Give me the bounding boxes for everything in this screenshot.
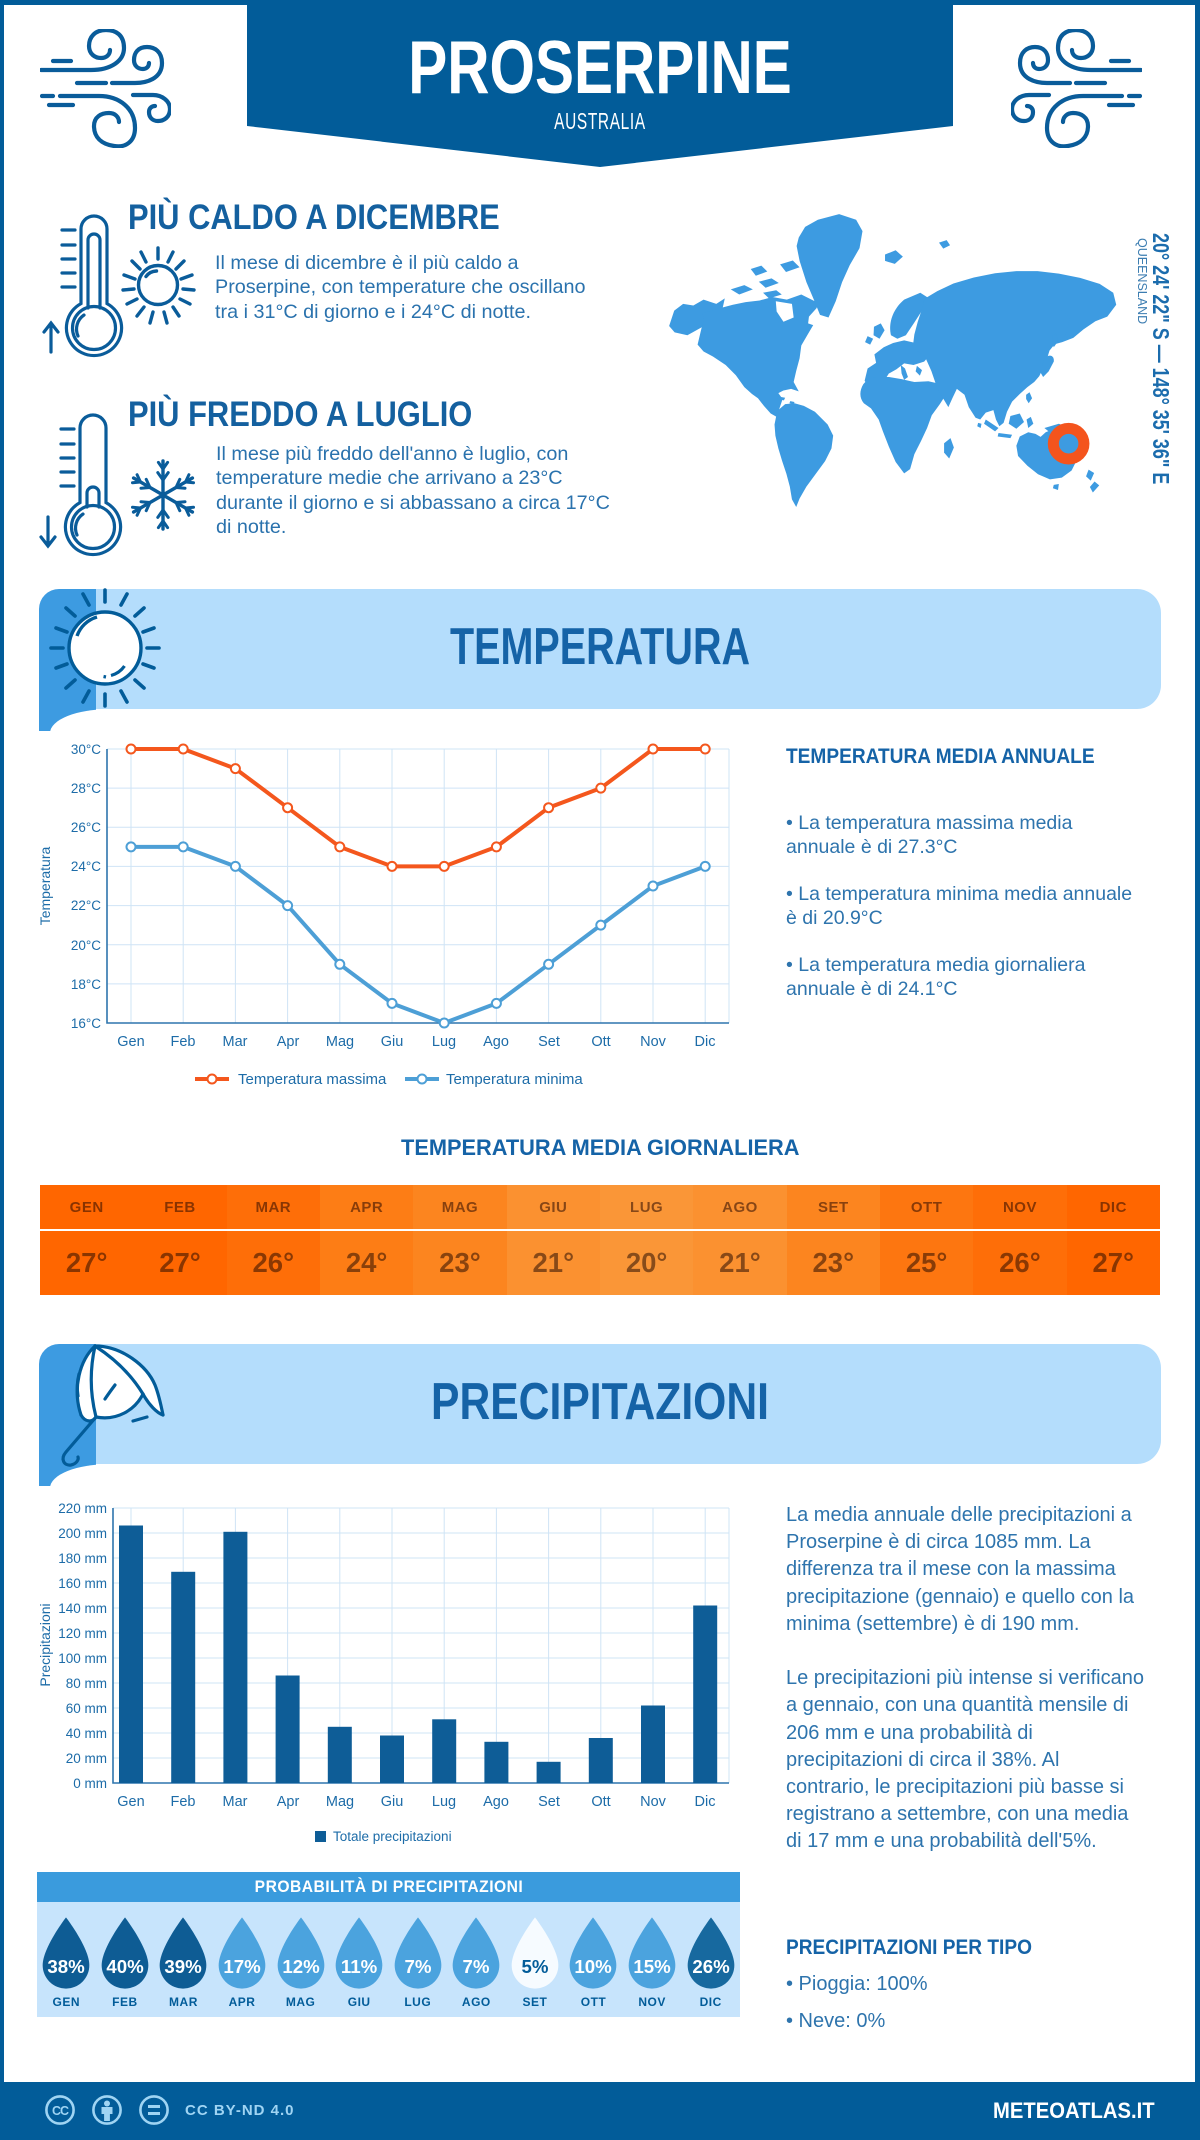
svg-text:0 mm: 0 mm xyxy=(73,1776,107,1791)
svg-text:30°C: 30°C xyxy=(71,742,101,757)
svg-text:26%: 26% xyxy=(692,1956,730,1977)
svg-text:Giu: Giu xyxy=(381,1794,404,1810)
svg-text:22°C: 22°C xyxy=(71,898,101,913)
svg-text:Ott: Ott xyxy=(591,1034,610,1050)
svg-text:40 mm: 40 mm xyxy=(66,1726,107,1741)
svg-text:11%: 11% xyxy=(341,1956,378,1977)
svg-text:Mag: Mag xyxy=(326,1794,354,1810)
svg-text:24°C: 24°C xyxy=(71,859,101,874)
svg-text:39%: 39% xyxy=(165,1956,203,1977)
svg-text:20 mm: 20 mm xyxy=(66,1751,107,1766)
svg-text:80 mm: 80 mm xyxy=(66,1676,107,1691)
svg-text:Apr: Apr xyxy=(277,1034,300,1050)
svg-text:160 mm: 160 mm xyxy=(58,1576,107,1591)
svg-text:Apr: Apr xyxy=(277,1794,300,1810)
svg-text:Ago: Ago xyxy=(483,1034,509,1050)
svg-text:Dic: Dic xyxy=(695,1034,716,1050)
svg-text:Set: Set xyxy=(538,1794,560,1810)
svg-text:Temperatura: Temperatura xyxy=(37,846,53,925)
svg-text:200 mm: 200 mm xyxy=(58,1526,107,1541)
svg-text:Feb: Feb xyxy=(171,1794,196,1810)
svg-text:Gen: Gen xyxy=(117,1034,144,1050)
svg-text:Mar: Mar xyxy=(223,1034,248,1050)
svg-text:Precipitazioni: Precipitazioni xyxy=(37,1603,53,1686)
svg-text:Giu: Giu xyxy=(381,1034,404,1050)
svg-text:12%: 12% xyxy=(282,1956,320,1977)
svg-text:15%: 15% xyxy=(633,1956,671,1977)
svg-text:17%: 17% xyxy=(223,1956,261,1977)
svg-text:Totale precipitazioni: Totale precipitazioni xyxy=(333,1829,452,1844)
svg-text:7%: 7% xyxy=(404,1956,431,1977)
svg-text:26°C: 26°C xyxy=(71,820,101,835)
svg-text:60 mm: 60 mm xyxy=(66,1701,107,1716)
svg-text:28°C: 28°C xyxy=(71,781,101,796)
svg-text:Feb: Feb xyxy=(171,1034,196,1050)
svg-text:140 mm: 140 mm xyxy=(58,1601,107,1616)
svg-text:Mag: Mag xyxy=(326,1034,354,1050)
svg-text:38%: 38% xyxy=(48,1956,86,1977)
svg-text:40%: 40% xyxy=(106,1956,144,1977)
svg-text:100 mm: 100 mm xyxy=(58,1651,107,1666)
svg-text:10%: 10% xyxy=(575,1956,613,1977)
svg-text:120 mm: 120 mm xyxy=(58,1626,107,1641)
svg-text:Set: Set xyxy=(538,1034,560,1050)
svg-text:Nov: Nov xyxy=(640,1794,667,1810)
svg-text:Ago: Ago xyxy=(483,1794,509,1810)
svg-text:Lug: Lug xyxy=(432,1034,456,1050)
svg-text:16°C: 16°C xyxy=(71,1016,101,1031)
svg-text:Nov: Nov xyxy=(640,1034,667,1050)
svg-text:5%: 5% xyxy=(521,1956,548,1977)
svg-text:Gen: Gen xyxy=(117,1794,144,1810)
svg-text:Ott: Ott xyxy=(591,1794,610,1810)
svg-text:Mar: Mar xyxy=(223,1794,248,1810)
svg-text:Temperatura massima: Temperatura massima xyxy=(238,1071,387,1088)
svg-text:220 mm: 220 mm xyxy=(58,1501,107,1516)
svg-text:180 mm: 180 mm xyxy=(58,1551,107,1566)
svg-text:Dic: Dic xyxy=(695,1794,716,1810)
svg-text:18°C: 18°C xyxy=(71,977,101,992)
svg-text:20°C: 20°C xyxy=(71,938,101,953)
svg-text:Lug: Lug xyxy=(432,1794,456,1810)
svg-text:CC: CC xyxy=(52,2104,69,2118)
svg-text:7%: 7% xyxy=(463,1956,490,1977)
svg-text:Temperatura minima: Temperatura minima xyxy=(446,1071,583,1088)
